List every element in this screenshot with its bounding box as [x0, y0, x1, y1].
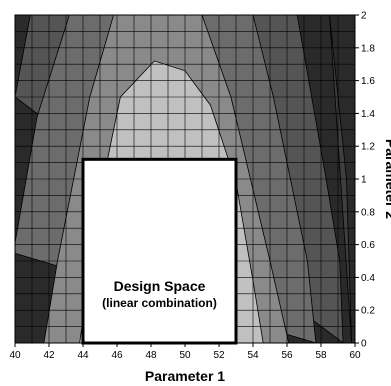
y-axis-title: Parameter 2 — [383, 139, 391, 219]
design-space-title: Design Space — [114, 278, 206, 294]
y-tick-label: 0.4 — [361, 273, 375, 284]
x-tick-label: 58 — [315, 350, 327, 361]
y-tick-label: 1.2 — [361, 142, 375, 153]
y-tick-label: 1 — [361, 175, 367, 186]
x-axis-ticks: 40 42 44 46 48 50 52 54 56 58 60 — [9, 343, 361, 361]
y-tick-label: 0 — [361, 339, 367, 350]
y-tick-label: 1.6 — [361, 76, 375, 87]
design-space-box: Design Space (linear combination) — [81, 157, 238, 345]
y-tick-label: 1.8 — [361, 43, 375, 54]
y-tick-label: 0.8 — [361, 207, 375, 218]
y-tick-label: 0.6 — [361, 240, 375, 251]
x-tick-label: 48 — [145, 350, 157, 361]
y-axis-ticks: 0 0.2 0.4 0.6 0.8 1 1.2 1.4 1.6 1.8 2 — [355, 11, 375, 350]
x-tick-label: 60 — [349, 350, 361, 361]
x-tick-label: 54 — [247, 350, 259, 361]
design-space-subtitle: (linear combination) — [102, 296, 217, 310]
x-tick-label: 52 — [213, 350, 225, 361]
x-tick-label: 56 — [281, 350, 293, 361]
y-tick-label: 1.4 — [361, 109, 375, 120]
x-tick-label: 44 — [77, 350, 89, 361]
y-tick-label: 0.2 — [361, 306, 375, 317]
x-tick-label: 50 — [179, 350, 191, 361]
x-tick-label: 46 — [111, 350, 123, 361]
x-tick-label: 40 — [9, 350, 21, 361]
x-axis-title: Parameter 1 — [145, 368, 225, 384]
y-tick-label: 2 — [361, 11, 367, 22]
design-space-rect — [81, 157, 238, 345]
x-tick-label: 42 — [43, 350, 55, 361]
